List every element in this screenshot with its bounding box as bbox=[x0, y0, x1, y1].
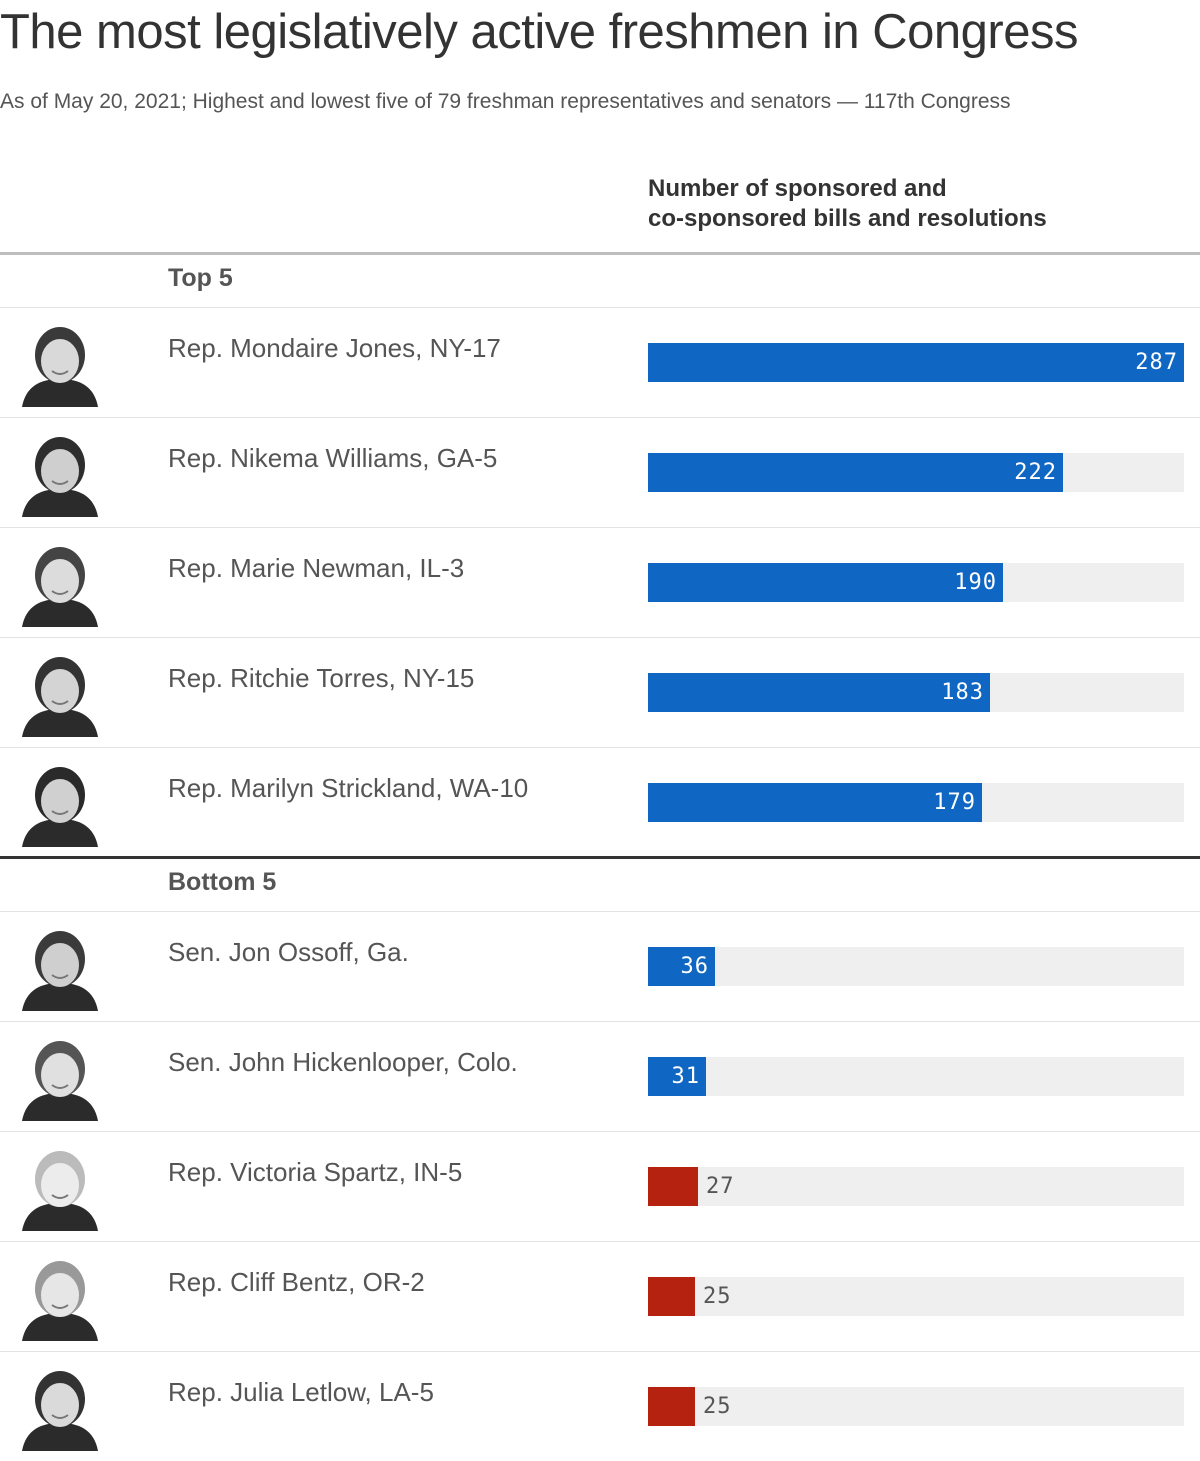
value-label: 179 bbox=[933, 790, 976, 815]
chart-row: Rep. Mondaire Jones, NY-17 287 bbox=[0, 307, 1200, 417]
column-header: Number of sponsored and co-sponsored bil… bbox=[648, 174, 1168, 234]
chart-title: The most legislatively active freshmen i… bbox=[0, 5, 1078, 59]
column-header-line-2: co-sponsored bills and resolutions bbox=[648, 205, 1047, 232]
value-label: 222 bbox=[1014, 460, 1057, 485]
avatar-icon bbox=[22, 547, 98, 627]
avatar-icon bbox=[22, 327, 98, 407]
member-name: Sen. John Hickenlooper, Colo. bbox=[168, 1047, 518, 1077]
bar-track: 179 bbox=[648, 783, 1184, 822]
member-name: Rep. Mondaire Jones, NY-17 bbox=[168, 333, 501, 363]
bar-track: 25 bbox=[648, 1387, 1184, 1426]
bar-track: 222 bbox=[648, 453, 1184, 492]
avatar-icon bbox=[22, 437, 98, 517]
column-header-line-1: Number of sponsored and bbox=[648, 175, 947, 202]
row-divider bbox=[0, 1351, 1200, 1352]
avatar-icon bbox=[22, 931, 98, 1011]
value-label: 190 bbox=[954, 570, 997, 595]
bar-track: 287 bbox=[648, 343, 1184, 382]
member-name: Rep. Cliff Bentz, OR-2 bbox=[168, 1267, 425, 1297]
chart-row: Rep. Julia Letlow, LA-5 25 bbox=[0, 1351, 1200, 1461]
bar bbox=[648, 1057, 706, 1096]
value-label: 31 bbox=[671, 1064, 700, 1089]
member-name: Sen. Jon Ossoff, Ga. bbox=[168, 937, 409, 967]
bar bbox=[648, 783, 982, 822]
value-label: 25 bbox=[703, 1284, 732, 1309]
row-divider bbox=[0, 747, 1200, 748]
bar bbox=[648, 453, 1063, 492]
value-label: 287 bbox=[1135, 350, 1178, 375]
member-name: Rep. Victoria Spartz, IN-5 bbox=[168, 1157, 463, 1187]
avatar-icon bbox=[22, 1151, 98, 1231]
row-divider bbox=[0, 307, 1200, 308]
member-name: Rep. Nikema Williams, GA-5 bbox=[168, 443, 498, 473]
row-divider bbox=[0, 911, 1200, 912]
bar bbox=[648, 563, 1003, 602]
value-label: 27 bbox=[706, 1174, 735, 1199]
avatar-icon bbox=[22, 1371, 98, 1451]
chart-row: Rep. Marilyn Strickland, WA-10 179 bbox=[0, 747, 1200, 857]
bar-track: 190 bbox=[648, 563, 1184, 602]
row-divider bbox=[0, 637, 1200, 638]
chart-row: Sen. Jon Ossoff, Ga. 36 bbox=[0, 911, 1200, 1021]
header-divider bbox=[0, 252, 1200, 255]
row-divider bbox=[0, 1241, 1200, 1242]
member-name: Rep. Ritchie Torres, NY-15 bbox=[168, 663, 475, 693]
bar-track: 25 bbox=[648, 1277, 1184, 1316]
bar-track: 183 bbox=[648, 673, 1184, 712]
chart-row: Rep. Cliff Bentz, OR-2 25 bbox=[0, 1241, 1200, 1351]
chart-row: Rep. Ritchie Torres, NY-15 183 bbox=[0, 637, 1200, 747]
chart-row: Rep. Marie Newman, IL-3 190 bbox=[0, 527, 1200, 637]
bar bbox=[648, 673, 990, 712]
bar-track: 31 bbox=[648, 1057, 1184, 1096]
group-label: Top 5 bbox=[168, 264, 233, 292]
bar bbox=[648, 947, 715, 986]
bar-track: 27 bbox=[648, 1167, 1184, 1206]
group-divider bbox=[0, 856, 1200, 859]
chart-row: Rep. Nikema Williams, GA-5 222 bbox=[0, 417, 1200, 527]
chart-row: Sen. John Hickenlooper, Colo. 31 bbox=[0, 1021, 1200, 1131]
group-label: Bottom 5 bbox=[168, 868, 277, 896]
avatar-icon bbox=[22, 767, 98, 847]
member-name: Rep. Marilyn Strickland, WA-10 bbox=[168, 773, 529, 803]
row-divider bbox=[0, 417, 1200, 418]
row-divider bbox=[0, 527, 1200, 528]
avatar-icon bbox=[22, 1261, 98, 1341]
value-label: 25 bbox=[703, 1394, 732, 1419]
row-divider bbox=[0, 1021, 1200, 1022]
bar bbox=[648, 1167, 698, 1206]
avatar-icon bbox=[22, 657, 98, 737]
value-label: 183 bbox=[941, 680, 984, 705]
member-name: Rep. Julia Letlow, LA-5 bbox=[168, 1377, 434, 1407]
chart-subtitle: As of May 20, 2021; Highest and lowest f… bbox=[0, 90, 1011, 113]
avatar-icon bbox=[22, 1041, 98, 1121]
bar bbox=[648, 343, 1184, 382]
row-divider bbox=[0, 1131, 1200, 1132]
member-name: Rep. Marie Newman, IL-3 bbox=[168, 553, 465, 583]
bar bbox=[648, 1387, 695, 1426]
bar bbox=[648, 1277, 695, 1316]
bar-track: 36 bbox=[648, 947, 1184, 986]
chart-row: Rep. Victoria Spartz, IN-5 27 bbox=[0, 1131, 1200, 1241]
value-label: 36 bbox=[680, 954, 709, 979]
